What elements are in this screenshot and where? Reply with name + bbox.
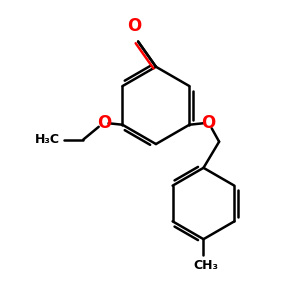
Text: O: O (201, 114, 215, 132)
Text: CH₃: CH₃ (194, 260, 218, 272)
Text: H₃C: H₃C (34, 133, 59, 146)
Text: O: O (97, 114, 111, 132)
Text: O: O (128, 17, 142, 35)
